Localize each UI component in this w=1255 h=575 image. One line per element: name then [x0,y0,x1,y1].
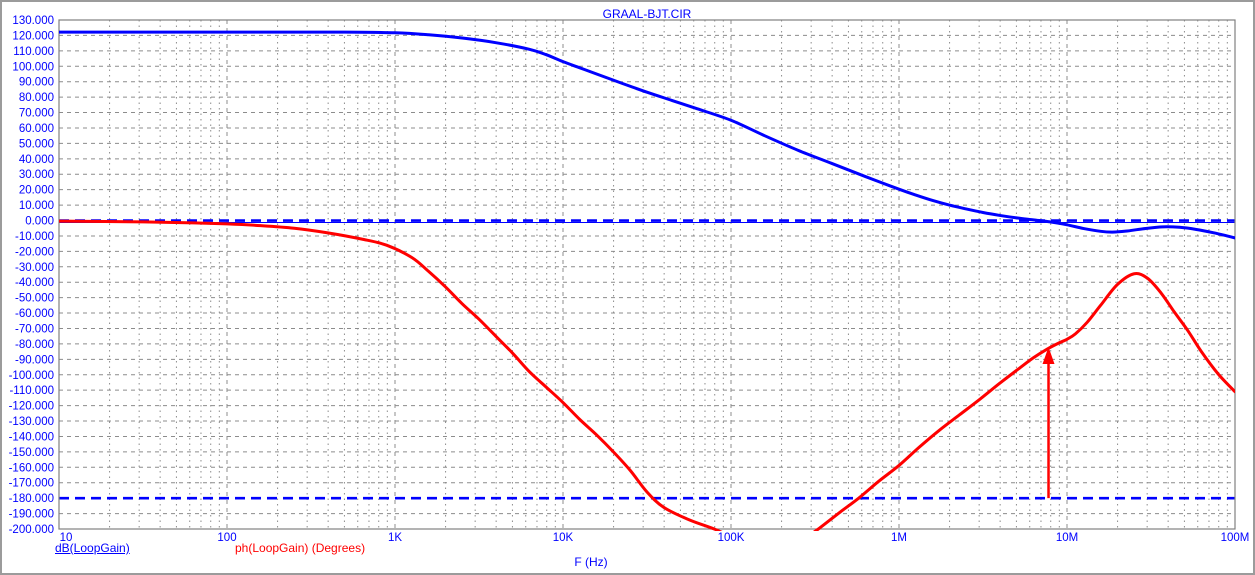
phase-curve [59,219,1235,531]
y-tick-label: -140.000 [9,431,54,443]
y-tick-label: -60.000 [15,308,54,320]
y-tick-label: 80.000 [19,92,54,104]
y-tick-label: -90.000 [15,354,54,366]
y-tick-label: 30.000 [19,169,54,181]
x-axis-title: F (Hz) [574,555,608,569]
y-tick-label: 0.000 [25,216,54,228]
y-tick-label: 70.000 [19,108,54,120]
y-tick-label: 60.000 [19,123,54,135]
plot-frame [58,19,1236,530]
x-tick-label: 100K [718,532,745,544]
y-tick-label: -160.000 [9,462,54,474]
legend-phase-label[interactable]: ph(LoopGain) (Degrees) [235,541,366,555]
y-tick-label: -180.000 [9,493,54,505]
y-tick-label: -110.000 [9,385,54,397]
y-tick-label: -30.000 [15,262,54,274]
y-tick-label: 50.000 [19,138,54,150]
y-tick-label: -50.000 [15,293,54,305]
y-tick-label: -190.000 [9,509,54,521]
y-tick-label: 20.000 [19,185,54,197]
x-tick-label: 1M [891,532,907,544]
x-tick-label: 1K [388,532,402,544]
x-tick-label: 100 [217,532,236,544]
y-tick-label: 110.000 [13,46,54,58]
y-tick-label: -20.000 [15,246,54,258]
y-tick-label: -120.000 [9,401,54,413]
phase-margin-arrow-head [1042,346,1055,364]
x-tick-label: 10 [60,532,73,544]
y-tick-label: 130.000 [12,15,54,27]
y-tick-label: -200.000 [9,524,54,536]
y-tick-label: -170.000 [9,478,54,490]
y-tick-label: -10.000 [15,231,54,243]
y-tick-label: -80.000 [15,339,54,351]
y-tick-label: -130.000 [9,416,54,428]
y-tick-label: 40.000 [19,154,54,166]
y-tick-label: -40.000 [15,277,54,289]
x-tick-label: 10M [1056,532,1078,544]
y-tick-label: 100.000 [12,61,54,73]
y-tick-label: -70.000 [15,323,54,335]
y-tick-label: -100.000 [9,370,54,382]
y-tick-label: -150.000 [9,447,54,459]
y-tick-label: 120.000 [12,30,54,42]
x-tick-label: 100M [1221,532,1250,544]
x-tick-label: 10K [553,532,574,544]
gain-curve [59,30,1235,240]
legend-gain-label[interactable]: dB(LoopGain) [55,541,130,555]
plot-title: GRAAL-BJT.CIR [602,7,692,21]
y-tick-label: 90.000 [19,77,54,89]
y-tick-label: 10.000 [19,200,54,212]
